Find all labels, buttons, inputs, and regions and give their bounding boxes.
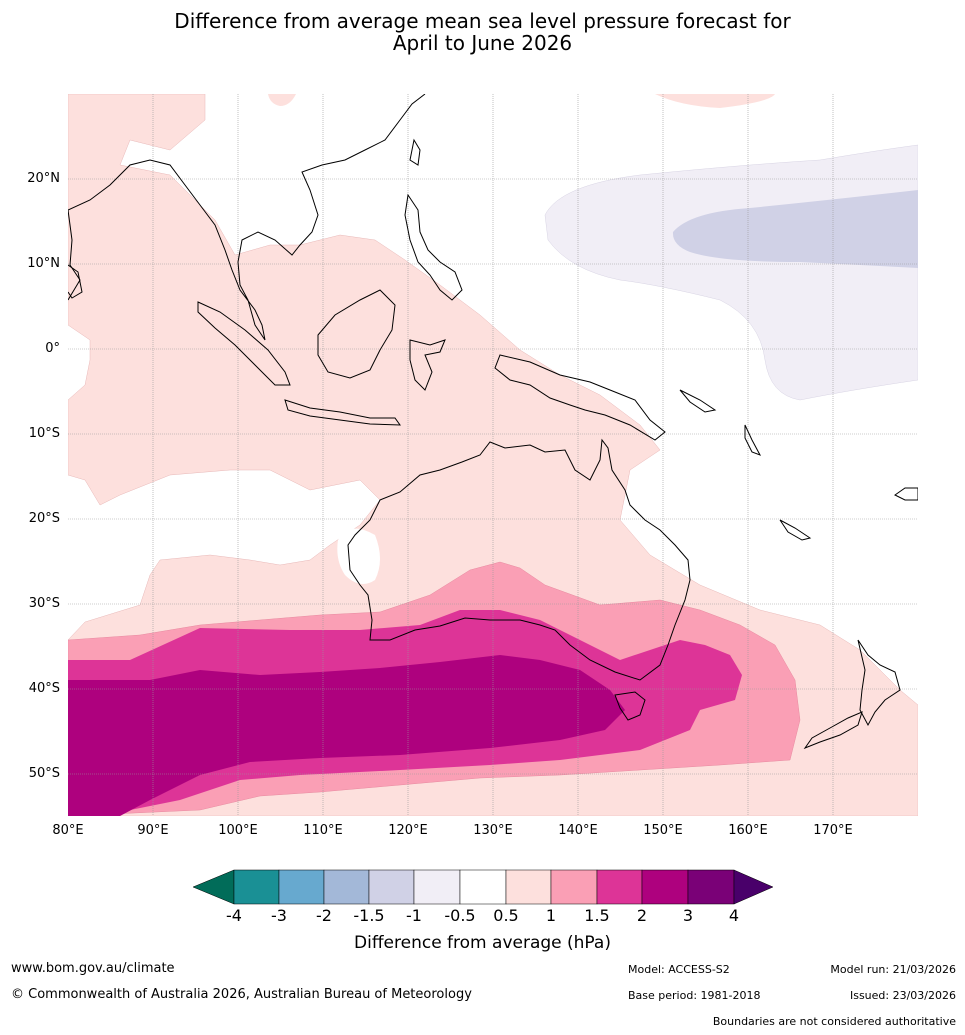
colorbar-tick: 3 xyxy=(682,906,694,925)
india-coast xyxy=(68,209,81,301)
colorbar-cell xyxy=(596,869,643,905)
copyright-text: © Commonwealth of Australia 2026, Austra… xyxy=(11,987,472,1002)
lon-label-130E: 130°E xyxy=(473,823,513,838)
colorbar-cell xyxy=(687,869,735,905)
boundaries-disclaimer: Boundaries are not considered authoritat… xyxy=(712,1015,956,1028)
lon-label-110E: 110°E xyxy=(303,823,343,838)
philippines-coast xyxy=(404,193,463,301)
lon-label-140E: 140°E xyxy=(558,823,598,838)
colorbar-cell xyxy=(505,869,552,905)
lon-label-100E: 100°E xyxy=(218,823,258,838)
lon-label-80E: 80°E xyxy=(52,823,84,838)
sri-lanka-coast xyxy=(68,264,83,299)
website-link[interactable]: www.bom.gov.au/climate xyxy=(11,961,175,976)
colorbar-tick: -3 xyxy=(271,906,287,925)
borneo-coast xyxy=(317,289,396,379)
coastlines xyxy=(68,94,918,750)
lat-label-20S: 20°S xyxy=(28,511,60,526)
colorbar-tick: 1 xyxy=(545,906,557,925)
colorbar-cell xyxy=(368,869,415,905)
colorbar-extend-low xyxy=(192,869,235,905)
new-guinea-coast xyxy=(494,354,666,441)
colorbar-tick: -4 xyxy=(226,906,242,925)
colorbar-cell xyxy=(459,869,507,905)
colorbar-cell xyxy=(550,869,598,905)
taiwan-coast xyxy=(409,138,421,166)
colorbar xyxy=(192,869,774,905)
colorbar-tick: 1.5 xyxy=(584,906,610,925)
colorbar-tick: -0.5 xyxy=(444,906,476,925)
colorbar-tick: -2 xyxy=(316,906,332,925)
lon-label-150E: 150°E xyxy=(643,823,683,838)
lon-label-120E: 120°E xyxy=(388,823,428,838)
lat-label-10S: 10°S xyxy=(28,426,60,441)
lon-label-160E: 160°E xyxy=(728,823,768,838)
colorbar-cells xyxy=(233,869,735,905)
fiji-coast xyxy=(894,487,918,501)
anomaly-region-2-to-3 xyxy=(68,655,625,816)
lat-label-40S: 40°S xyxy=(28,681,60,696)
java-coast xyxy=(284,399,401,426)
new-zealand-south-coast xyxy=(803,711,863,750)
solomon-islands-coast xyxy=(679,389,717,413)
vanuatu-coast xyxy=(744,424,762,456)
colorbar-tick: -1 xyxy=(406,906,422,925)
lon-label-170E: 170°E xyxy=(813,823,853,838)
new-zealand-north-coast xyxy=(857,639,901,727)
colorbar-tick: 2 xyxy=(636,906,648,925)
issued-date: Issued: 23/03/2026 xyxy=(849,989,956,1002)
anomaly-region-neg1-to-neg1.5 xyxy=(672,190,918,268)
colorbar-tick: 4 xyxy=(728,906,740,925)
asia-coast xyxy=(68,94,426,341)
colorbar-cell xyxy=(233,869,280,905)
tasmania-coast xyxy=(614,691,646,721)
colorbar-tick: -1.5 xyxy=(353,906,385,925)
title-line-1: Difference from average mean sea level p… xyxy=(174,9,791,33)
australia-coast xyxy=(347,438,691,681)
model-name: Model: ACCESS-S2 xyxy=(628,963,730,976)
sulawesi-coast xyxy=(409,339,446,391)
title-line-2: April to June 2026 xyxy=(392,31,573,55)
base-period: Base period: 1981-2018 xyxy=(628,989,761,1002)
new-caledonia-coast xyxy=(779,519,812,541)
colorbar-cell xyxy=(278,869,325,905)
lat-label-20N: 20°N xyxy=(27,171,60,186)
model-run-date: Model run: 21/03/2026 xyxy=(830,963,956,976)
lat-label-10N: 10°N xyxy=(27,256,60,271)
lat-label-30S: 30°S xyxy=(28,596,60,611)
colorbar-title: Difference from average (hPa) xyxy=(354,933,611,953)
lat-label-0: 0° xyxy=(45,341,60,356)
colorbar-cell xyxy=(641,869,689,905)
sumatra-coast xyxy=(197,301,291,386)
colorbar-tick: 0.5 xyxy=(493,906,519,925)
colorbar-cell xyxy=(413,869,461,905)
lon-label-90E: 90°E xyxy=(137,823,169,838)
graticule xyxy=(68,94,918,816)
colorbar-extend-high xyxy=(733,869,774,905)
colorbar-cell xyxy=(323,869,370,905)
map-title: Difference from average mean sea level p… xyxy=(0,10,965,54)
lat-label-50S: 50°S xyxy=(28,766,60,781)
